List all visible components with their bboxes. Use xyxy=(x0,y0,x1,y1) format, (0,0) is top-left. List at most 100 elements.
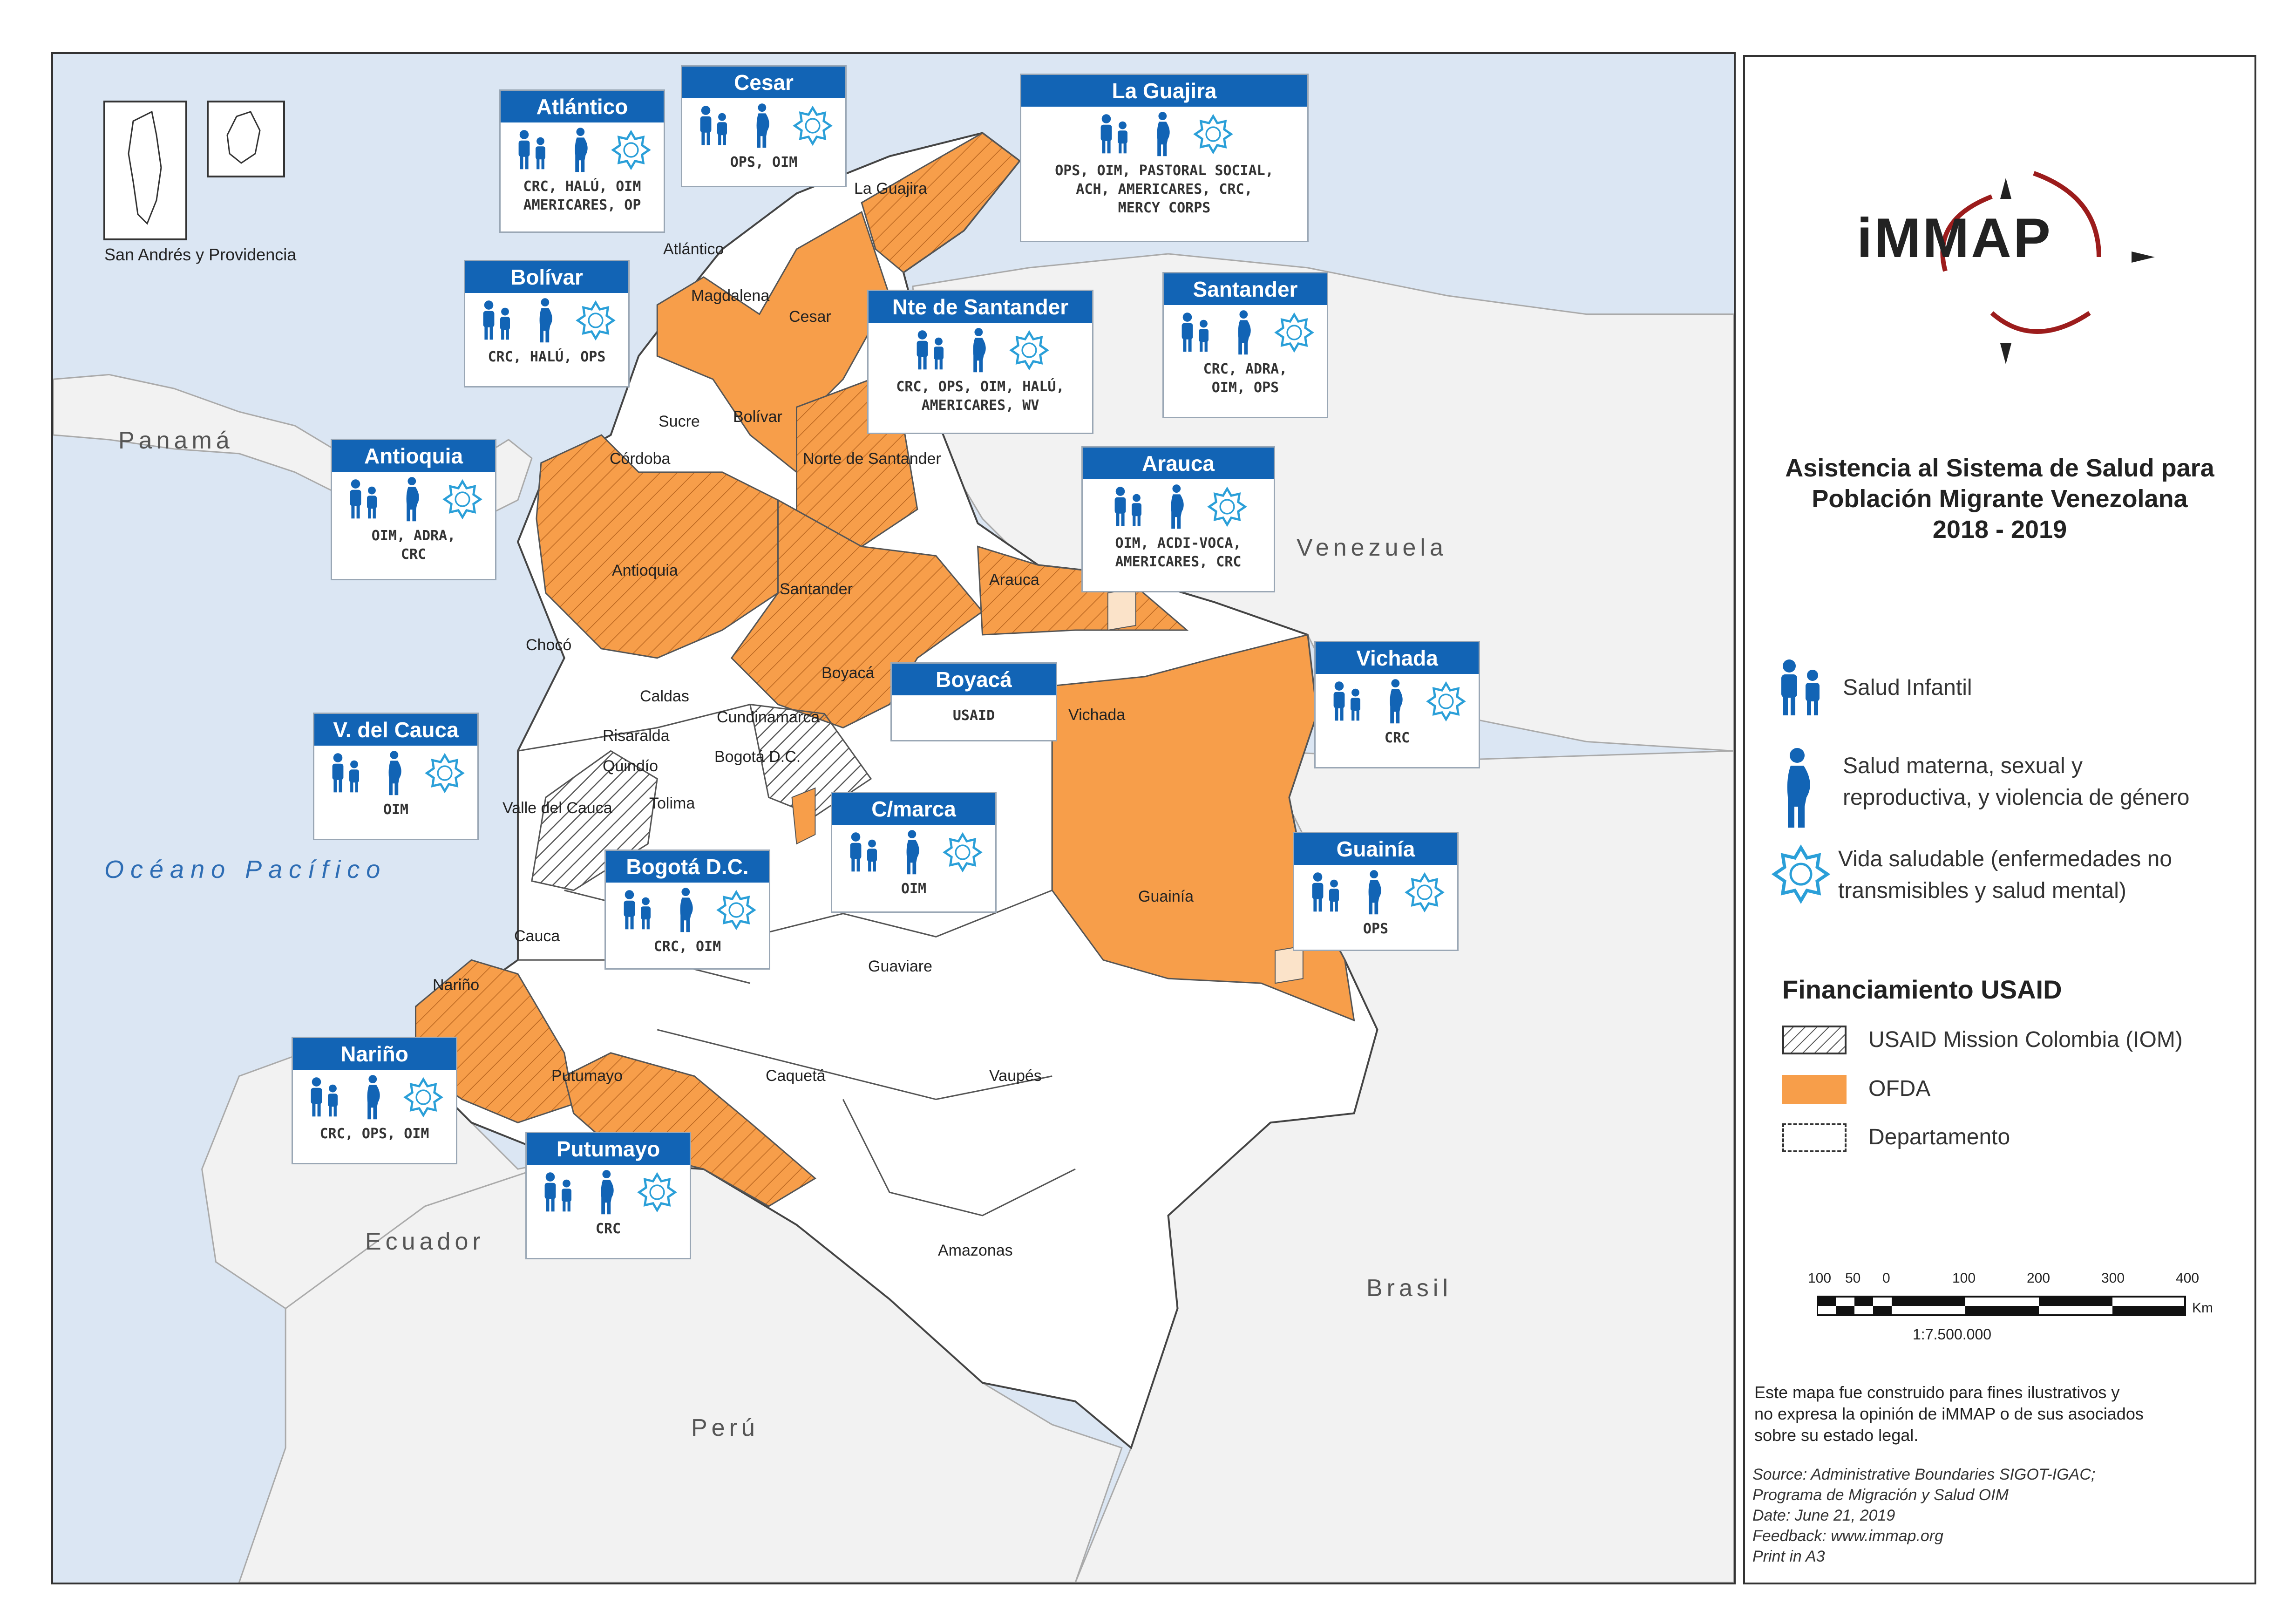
pregnant-woman-icon xyxy=(575,128,588,172)
box-guainia: Guainía OPS xyxy=(1293,832,1459,951)
healthy-life-icon xyxy=(1009,330,1049,371)
dept-label-vaupes: Vaupés xyxy=(989,1067,1042,1085)
pregnant-woman-icon xyxy=(1171,484,1184,529)
country-label-panama: Panamá xyxy=(118,427,234,454)
child-health-icon xyxy=(518,130,545,170)
child-health-icon xyxy=(1333,681,1360,721)
box-orgs: OPS, OIM xyxy=(730,154,798,170)
child-health-icon xyxy=(311,1077,338,1117)
dept-label-cauca: Cauca xyxy=(514,927,560,945)
healthy-life-icon xyxy=(1405,872,1445,913)
country-label-ecuador: Ecuador xyxy=(365,1228,485,1255)
dept-label-bogota: Bogotá D.C. xyxy=(714,748,801,766)
child-health-icon xyxy=(917,330,944,370)
box-orgs: CRC, HALÚ, OPS xyxy=(488,349,606,365)
box-icons xyxy=(1021,107,1307,162)
providencia-island-icon xyxy=(226,111,261,164)
source-line-2: Programa de Migración y Salud OIM xyxy=(1752,1486,2009,1504)
box-title: Vichada xyxy=(1316,642,1479,674)
dept-label-norte-de-santander: Norte de Santander xyxy=(803,450,941,468)
dept-label-sucre: Sucre xyxy=(659,413,700,430)
san-andres-inset xyxy=(103,101,187,240)
healthy-life-icon xyxy=(403,1077,443,1118)
box-icons xyxy=(682,98,845,153)
pregnant-woman-icon xyxy=(388,751,401,795)
box-title: Nte de Santander xyxy=(869,291,1092,323)
scale-tick-label: 100 xyxy=(1952,1271,1976,1286)
pregnant-woman-icon xyxy=(1368,870,1381,915)
legend-child-health-label: Salud Infantil xyxy=(1843,675,1972,700)
source-line-4: Feedback: www.immap.org xyxy=(1752,1527,1944,1545)
legend-healthy-life-label-2: transmisibles y salud mental) xyxy=(1838,878,2126,903)
pregnant-woman-icon xyxy=(1390,679,1403,724)
box-title: Nariño xyxy=(293,1038,456,1070)
dept-label-cesar: Cesar xyxy=(789,308,831,326)
box-orgs: OPS, OIM, PASTORAL SOCIAL, ACH, AMERICARE… xyxy=(1055,163,1274,216)
box-title: Arauca xyxy=(1083,448,1274,479)
funding-title: Financiamiento USAID xyxy=(1782,975,2062,1004)
dept-label-caldas: Caldas xyxy=(640,687,689,705)
box-orgs: OPS xyxy=(1363,921,1389,937)
healthy-life-icon xyxy=(442,479,482,520)
bogota-region xyxy=(791,787,816,845)
box-orgs: OIM xyxy=(383,802,409,818)
scale-tick-label: 200 xyxy=(2027,1271,2051,1286)
box-title: Putumayo xyxy=(527,1133,690,1165)
legend-departamento-label: Departamento xyxy=(1868,1125,2010,1149)
healthy-life-icon xyxy=(576,300,616,341)
box-atlantico: Atlántico CRC, HALÚ, OIM AMERICARES, OP xyxy=(499,89,665,233)
dept-label-la-guajira: La Guajira xyxy=(854,180,927,197)
dept-label-putumayo: Putumayo xyxy=(551,1067,623,1085)
pregnant-woman-icon xyxy=(756,103,769,148)
scale-tick-label: 400 xyxy=(2176,1271,2200,1286)
child-health-icon xyxy=(350,479,377,519)
box-title: Santander xyxy=(1164,273,1327,305)
scale-unit: Km xyxy=(2192,1300,2213,1316)
box-icons xyxy=(332,472,495,527)
department-boundaries xyxy=(517,686,1076,1216)
scale-bar-graphic xyxy=(1817,1296,2186,1316)
pregnant-woman-icon xyxy=(680,888,693,932)
country-label-venezuela: Venezuela xyxy=(1297,534,1447,561)
scale-tick-label: 50 xyxy=(1845,1271,1861,1286)
child-health-icon xyxy=(850,832,877,872)
pregnant-woman-icon xyxy=(1157,112,1170,156)
guainia-highlight xyxy=(1275,945,1304,984)
healthy-life-icon xyxy=(716,890,756,931)
dept-label-tolima: Tolima xyxy=(649,795,695,812)
dept-label-risaralda: Risaralda xyxy=(603,727,670,745)
box-la-guajira: La Guajira OPS, OIM, PASTORAL SOCIAL, ACH… xyxy=(1020,74,1309,242)
dept-label-cundinamarca: Cundinamarca xyxy=(717,708,820,726)
dept-label-boyaca: Boyacá xyxy=(822,664,875,682)
healthy-life-icon xyxy=(793,105,833,146)
box-nte-de-santander: Nte de Santander CRC, OPS, OIM, HALÚ, AME… xyxy=(867,290,1093,434)
box-title: Boyacá xyxy=(892,664,1056,695)
source-line-5: Print in A3 xyxy=(1752,1548,1825,1565)
child-health-icon xyxy=(332,753,359,793)
dept-label-valle-del-cauca: Valle del Cauca xyxy=(502,799,612,817)
logo-text: iMMAP xyxy=(1857,207,2052,269)
dept-label-bolivar: Bolívar xyxy=(733,408,782,426)
child-health-icon xyxy=(483,300,510,340)
pregnant-woman-icon xyxy=(1238,310,1251,355)
box-vichada: Vichada CRC xyxy=(1314,641,1480,768)
box-orgs: CRC, OPS, OIM xyxy=(319,1126,429,1142)
box-title: Cesar xyxy=(682,67,845,98)
box-title: Atlántico xyxy=(501,91,664,122)
disclaimer-line-3: sobre su estado legal. xyxy=(1754,1426,1919,1445)
box-arauca: Arauca OIM, ACDI-VOCA, AMERICARES, CRC xyxy=(1081,446,1275,592)
pregnant-woman-icon xyxy=(367,1075,380,1120)
scale-tick-label: 300 xyxy=(2101,1271,2125,1286)
box-bolivar: Bolívar CRC, HALÚ, OPS xyxy=(464,260,630,387)
dept-label-atlantico: Atlántico xyxy=(663,240,724,258)
box-title: Bolívar xyxy=(465,261,628,293)
box-bogota: Bogotá D.C. CRC, OIM xyxy=(604,849,770,970)
box-icons xyxy=(1294,865,1457,920)
child-health-icon xyxy=(624,890,651,930)
dept-label-vichada: Vichada xyxy=(1068,706,1126,724)
providencia-inset xyxy=(207,101,285,177)
putumayo-region xyxy=(563,1052,816,1207)
healthy-life-icon xyxy=(1193,114,1233,155)
dept-label-magdalena: Magdalena xyxy=(691,287,770,305)
scale-ratio: 1:7.500.000 xyxy=(1913,1326,1992,1343)
